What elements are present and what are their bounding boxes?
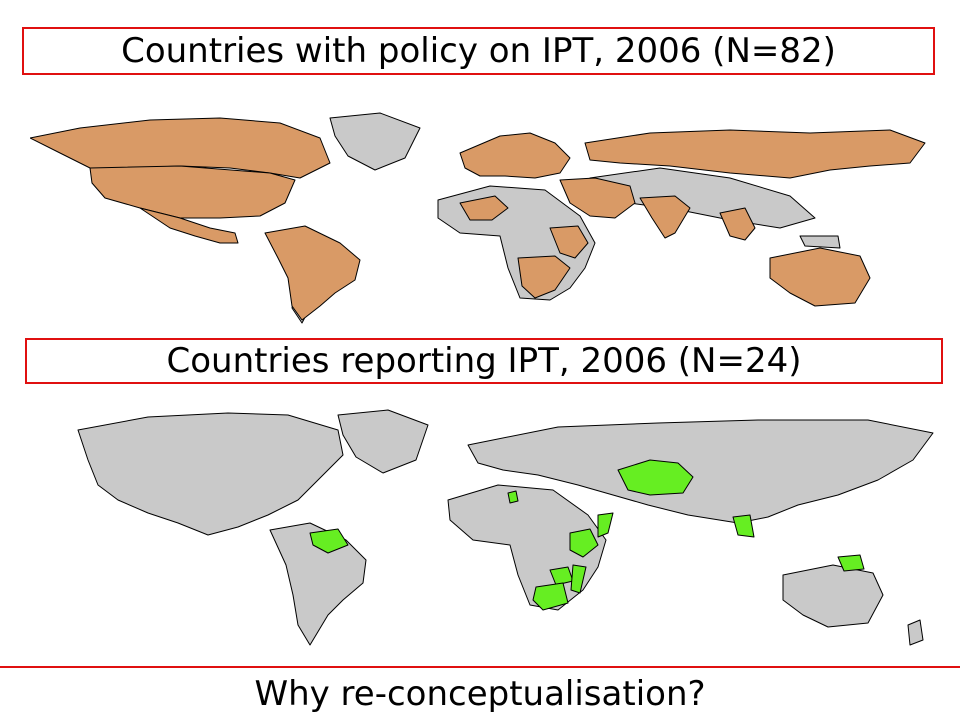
region-middle-east xyxy=(559,177,636,219)
region-russia xyxy=(584,129,926,179)
region-kazakhstan xyxy=(617,459,694,496)
region-usa xyxy=(89,165,296,219)
region-southeast-asia xyxy=(719,207,756,241)
region-papua-new-guinea xyxy=(837,554,865,572)
region-south-africa xyxy=(532,582,569,611)
region-ethiopia xyxy=(569,528,599,558)
region-thailand xyxy=(732,514,755,538)
region-somalia xyxy=(597,512,614,538)
region-north-africa-small xyxy=(507,490,519,504)
title-box-policy: Countries with policy on IPT, 2006 (N=82… xyxy=(22,27,935,75)
region-north-africa xyxy=(459,195,509,221)
eurasia xyxy=(467,419,934,524)
title-box-reporting: Countries reporting IPT, 2006 (N=24) xyxy=(25,338,943,384)
reporting-map xyxy=(77,409,934,646)
greenland xyxy=(337,409,429,474)
region-venezuela xyxy=(309,528,349,554)
north-america xyxy=(77,412,344,536)
footer-divider xyxy=(0,666,960,668)
footer-title: Why re-conceptualisation? xyxy=(0,670,960,718)
region-mexico xyxy=(139,207,239,244)
region-australia xyxy=(769,247,871,307)
region-india xyxy=(639,195,691,239)
new-zealand xyxy=(907,619,924,646)
title-policy: Countries with policy on IPT, 2006 (N=82… xyxy=(121,31,836,71)
greenland xyxy=(329,112,421,171)
policy-map xyxy=(30,112,926,324)
region-south-america xyxy=(264,225,361,321)
region-southern-africa xyxy=(517,255,571,299)
title-reporting: Countries reporting IPT, 2006 (N=24) xyxy=(166,341,802,381)
australia xyxy=(782,564,884,628)
region-mozambique xyxy=(570,564,587,594)
footer-text: Why re-conceptualisation? xyxy=(254,674,706,714)
new-guinea-base xyxy=(799,235,841,249)
region-europe xyxy=(459,132,571,179)
region-east-africa xyxy=(549,225,589,259)
